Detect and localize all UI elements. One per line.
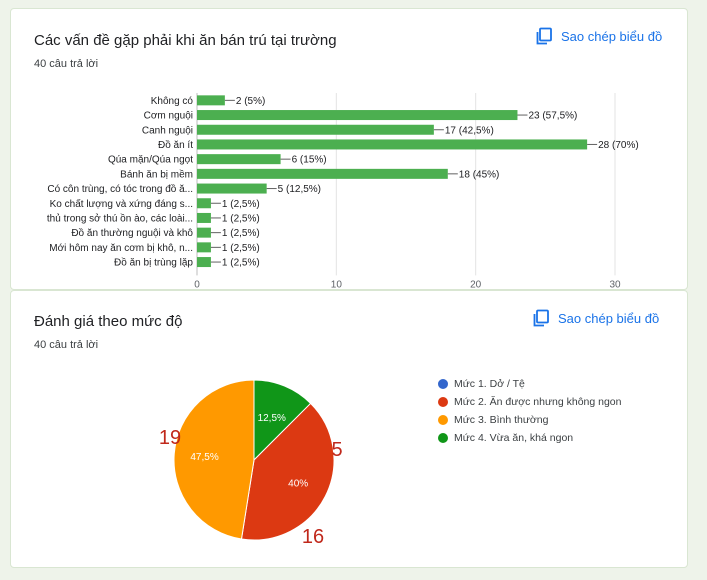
bar <box>197 198 211 209</box>
category-label: Mới hôm nay ăn cơm bị khô, n... <box>49 243 193 254</box>
category-label: Không có <box>151 96 194 107</box>
pie-slice <box>173 379 255 540</box>
pie-chart-response-count: 40 câu trả lời <box>34 339 99 351</box>
bar <box>197 124 434 135</box>
legend-label: Mức 4. Vừa ăn, khá ngon <box>454 432 574 444</box>
value-label: 1 (2,5%) <box>222 213 260 224</box>
count-annotation: 19 <box>159 427 181 449</box>
value-label: 18 (45%) <box>459 169 500 180</box>
bar-chart-title: Các vấn đề gặp phải khi ăn bán trú tại t… <box>34 32 337 49</box>
bar <box>197 139 588 150</box>
category-label: Cơm nguội <box>144 111 193 122</box>
category-label: Đồ ăn ít <box>158 139 193 151</box>
bar <box>197 183 267 194</box>
category-label: Ko chất lượng và xứng đáng s... <box>50 198 193 210</box>
copy-icon <box>535 27 553 45</box>
legend-label: Mức 2. Ăn được nhưng không ngon <box>454 396 622 408</box>
legend-item: Mức 3. Bình thường <box>438 411 622 429</box>
value-label: 1 (2,5%) <box>222 199 260 210</box>
value-label: 17 (42,5%) <box>445 125 494 136</box>
copy-chart-button[interactable]: Sao chép biểu đồ <box>532 309 659 327</box>
bar-chart-response-count: 40 câu trả lời <box>34 58 99 70</box>
copy-chart-button[interactable]: Sao chép biểu đồ <box>535 27 662 45</box>
category-label: Bánh ăn bị mềm <box>120 168 193 180</box>
bar <box>197 154 281 165</box>
pie-slice <box>253 379 312 462</box>
copy-chart-label: Sao chép biểu đồ <box>561 28 663 44</box>
bar <box>197 227 211 238</box>
value-label: 23 (57,5%) <box>528 111 577 122</box>
x-tick-label: 0 <box>194 279 200 289</box>
x-tick-label: 30 <box>609 279 621 289</box>
x-tick-label: 10 <box>331 279 343 289</box>
count-annotation: 5 <box>331 439 342 461</box>
value-label: 1 (2,5%) <box>222 228 260 239</box>
category-label: thủ trong sở thú ồn ào, các loài... <box>47 212 193 224</box>
value-label: 1 (2,5%) <box>222 243 260 254</box>
category-label: Đồ ăn bị trùng lặp <box>114 257 193 269</box>
copy-icon <box>532 309 550 327</box>
value-label: 6 (15%) <box>292 155 327 166</box>
slice-percent-label: 12,5% <box>258 413 286 424</box>
pie-legend: Mức 1. Dở / Tệ Mức 2. Ăn được nhưng không… <box>438 375 622 447</box>
bar <box>197 110 518 121</box>
pie-chart-title: Đánh giá theo mức độ <box>34 313 183 330</box>
x-tick-label: 20 <box>470 279 482 289</box>
legend-item: Mức 1. Dở / Tệ <box>438 375 622 393</box>
copy-chart-label: Sao chép biểu đồ <box>558 310 660 326</box>
slice-percent-label: 47,5% <box>190 452 218 463</box>
bar <box>197 257 211 268</box>
legend-item: Mức 2. Ăn được nhưng không ngon <box>438 393 622 411</box>
value-label: 1 (2,5%) <box>222 258 260 269</box>
category-label: Qúa mặn/Qúa ngọt <box>108 155 193 166</box>
slice-percent-label: 40% <box>288 479 308 490</box>
legend-swatch <box>438 397 448 407</box>
legend-swatch <box>438 379 448 389</box>
value-label: 28 (70%) <box>598 140 639 151</box>
bar <box>197 212 211 223</box>
legend-swatch <box>438 433 448 443</box>
bar-chart: 0 10 20 30 Không có 2 (5%) Cơm nguội 23 (57,5%)… <box>47 93 639 289</box>
bar-chart-card: Các vấn đề gặp phải khi ăn bán trú tại t… <box>10 8 688 290</box>
pie-chart-card: Đánh giá theo mức độ 40 câu trả lời Sao … <box>10 290 688 568</box>
value-label: 2 (5%) <box>236 96 265 107</box>
bar <box>197 95 225 106</box>
legend-label: Mức 1. Dở / Tệ <box>454 378 525 390</box>
category-label: Đồ ăn thường nguội và khô <box>71 227 193 239</box>
category-label: Có côn trùng, có tóc trong đồ ă... <box>47 183 193 195</box>
value-label: 5 (12,5%) <box>278 184 321 195</box>
count-annotation: 16 <box>302 526 324 548</box>
legend-label: Mức 3. Bình thường <box>454 414 549 426</box>
bar <box>197 168 448 179</box>
category-label: Canh nguội <box>142 125 193 136</box>
pie-slice <box>240 402 335 541</box>
legend-swatch <box>438 415 448 425</box>
bar <box>197 242 211 253</box>
legend-item: Mức 4. Vừa ăn, khá ngon <box>438 429 622 447</box>
pie-chart: 12,5% 40% 47,5% 5 16 19 <box>159 379 343 548</box>
